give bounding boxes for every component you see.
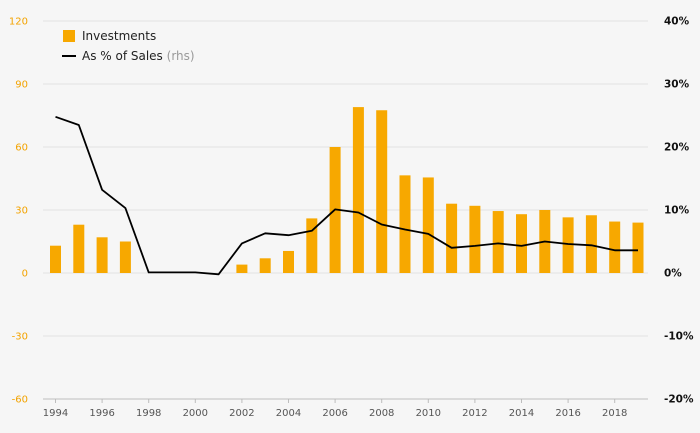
legend-bar-swatch	[63, 30, 75, 42]
y-left-tick-label: 0	[22, 269, 28, 280]
investment-bar	[469, 205, 481, 273]
investment-bar	[632, 222, 644, 273]
y-left-tick-label: -30	[12, 332, 28, 343]
y-right-tick-label: 40%	[664, 16, 690, 28]
x-tick-label: 2018	[602, 408, 627, 419]
investment-bar	[352, 107, 364, 273]
legend: Investments As % of Sales (rhs)	[62, 29, 195, 63]
investment-bar	[492, 211, 504, 273]
y-right-tick-label: 10%	[664, 205, 690, 217]
x-tick-label: 2000	[183, 408, 208, 419]
investment-bar	[399, 175, 411, 273]
investment-bar	[376, 110, 388, 273]
sales-share-line	[55, 115, 638, 276]
investment-bar	[50, 245, 61, 273]
investment-bar	[516, 214, 527, 273]
y-right-tick-label: -10%	[664, 331, 694, 343]
y-left-tick-label: 120	[9, 17, 28, 28]
x-tick-label: 2008	[369, 408, 394, 419]
x-tick-label: 1994	[43, 408, 68, 419]
x-tick-label: 2014	[509, 408, 534, 419]
investment-bar	[306, 218, 318, 273]
x-tick-label: 2002	[229, 408, 254, 419]
investment-bar	[119, 241, 131, 273]
y-right-tick-label: 30%	[664, 79, 690, 91]
investment-bar	[609, 221, 621, 273]
y-right-tick-label: -20%	[664, 394, 694, 406]
investment-bar	[96, 237, 108, 273]
axes: 120 90 60 30 0 -30 -60 40% 30% 20% 10% 0% -10% -20% 19…	[9, 16, 694, 420]
x-tick-label: 1998	[136, 408, 161, 419]
y-right-tick-label: 20%	[664, 142, 690, 154]
investment-bar	[585, 215, 597, 273]
y-left-tick-label: -60	[12, 395, 28, 406]
y-left-tick-label: 60	[15, 143, 28, 154]
x-tick-label: 2012	[462, 408, 487, 419]
x-tick-label: 2006	[322, 408, 347, 419]
investment-bar	[259, 258, 271, 273]
x-tick-label: 2004	[276, 408, 301, 419]
investment-bar	[236, 264, 248, 273]
y-left-tick-label: 30	[15, 206, 28, 217]
y-right-tick-label: 0%	[664, 268, 682, 280]
x-tick-label: 2010	[416, 408, 441, 419]
x-tick-label: 2016	[555, 408, 580, 419]
investment-bar	[422, 177, 434, 273]
investment-bar	[283, 250, 294, 273]
legend-investments-label: Investments	[82, 29, 156, 43]
x-tick-label: 1996	[89, 408, 114, 419]
y-left-tick-label: 90	[15, 80, 28, 91]
investment-bar	[562, 217, 574, 273]
investment-bar	[446, 203, 458, 273]
investment-bar	[73, 224, 85, 273]
legend-sales-share-label: As % of Sales (rhs)	[82, 49, 195, 63]
